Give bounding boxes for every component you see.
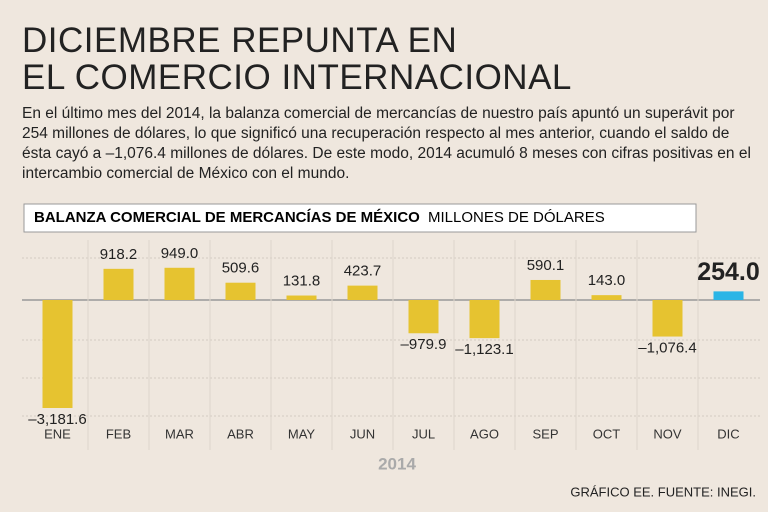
bar — [225, 282, 256, 300]
value-label: 918.2 — [100, 246, 138, 263]
bar — [286, 295, 317, 300]
headline-line: DICIEMBRE REPUNTA EN — [22, 21, 458, 60]
x-tick-label: AGO — [470, 426, 499, 441]
lead-text: En el último mes del 2014, la balanza co… — [22, 105, 751, 182]
x-tick-label: OCT — [593, 426, 621, 441]
chart-title: BALANZA COMERCIAL DE MERCANCÍAS DE MÉXIC… — [34, 209, 605, 226]
chart-title-main: BALANZA COMERCIAL DE MERCANCÍAS DE MÉXIC… — [34, 209, 420, 226]
value-label: 254.0 — [697, 258, 760, 286]
x-axis-label: 2014 — [378, 454, 416, 473]
headline: DICIEMBRE REPUNTA EN EL COMERCIO INTERNA… — [22, 22, 572, 96]
source: GRÁFICO EE. FUENTE: INEGI. — [570, 484, 756, 499]
chart-unit: MILLONES DE DÓLARES — [428, 209, 605, 226]
value-label: 590.1 — [527, 257, 565, 274]
grid — [22, 257, 760, 417]
x-tick-label: NOV — [653, 426, 682, 441]
x-tick-label: JUL — [412, 426, 435, 441]
value-label: 131.8 — [283, 272, 321, 289]
bar — [713, 291, 744, 300]
bar — [530, 279, 561, 300]
value-label: 423.7 — [344, 263, 382, 280]
value-label: –1,076.4 — [638, 340, 696, 357]
x-tick-label: ENE — [44, 426, 71, 441]
value-label: –3,181.6 — [28, 411, 86, 428]
chart-title-box — [23, 203, 697, 233]
bar — [591, 295, 622, 300]
bar — [469, 300, 500, 339]
bar — [652, 300, 683, 337]
bar — [347, 285, 378, 300]
value-label: 949.0 — [161, 245, 199, 262]
value-label: –1,123.1 — [455, 341, 513, 358]
bar — [408, 300, 439, 334]
value-label: 143.0 — [588, 272, 626, 289]
headline-line: EL COMERCIO INTERNACIONAL — [22, 58, 572, 97]
bar — [103, 268, 134, 300]
value-label: 509.6 — [222, 260, 260, 277]
x-tick-label: SEP — [532, 426, 558, 441]
x-tick-label: JUN — [350, 426, 375, 441]
bar — [164, 267, 195, 300]
x-tick-label: FEB — [106, 426, 131, 441]
bar — [42, 300, 73, 408]
x-tick-label: MAY — [288, 426, 316, 441]
x-tick-label: MAR — [165, 426, 194, 441]
x-tick-label: ABR — [227, 426, 254, 441]
x-tick-label: DIC — [717, 426, 739, 441]
value-label: –979.9 — [401, 336, 447, 353]
